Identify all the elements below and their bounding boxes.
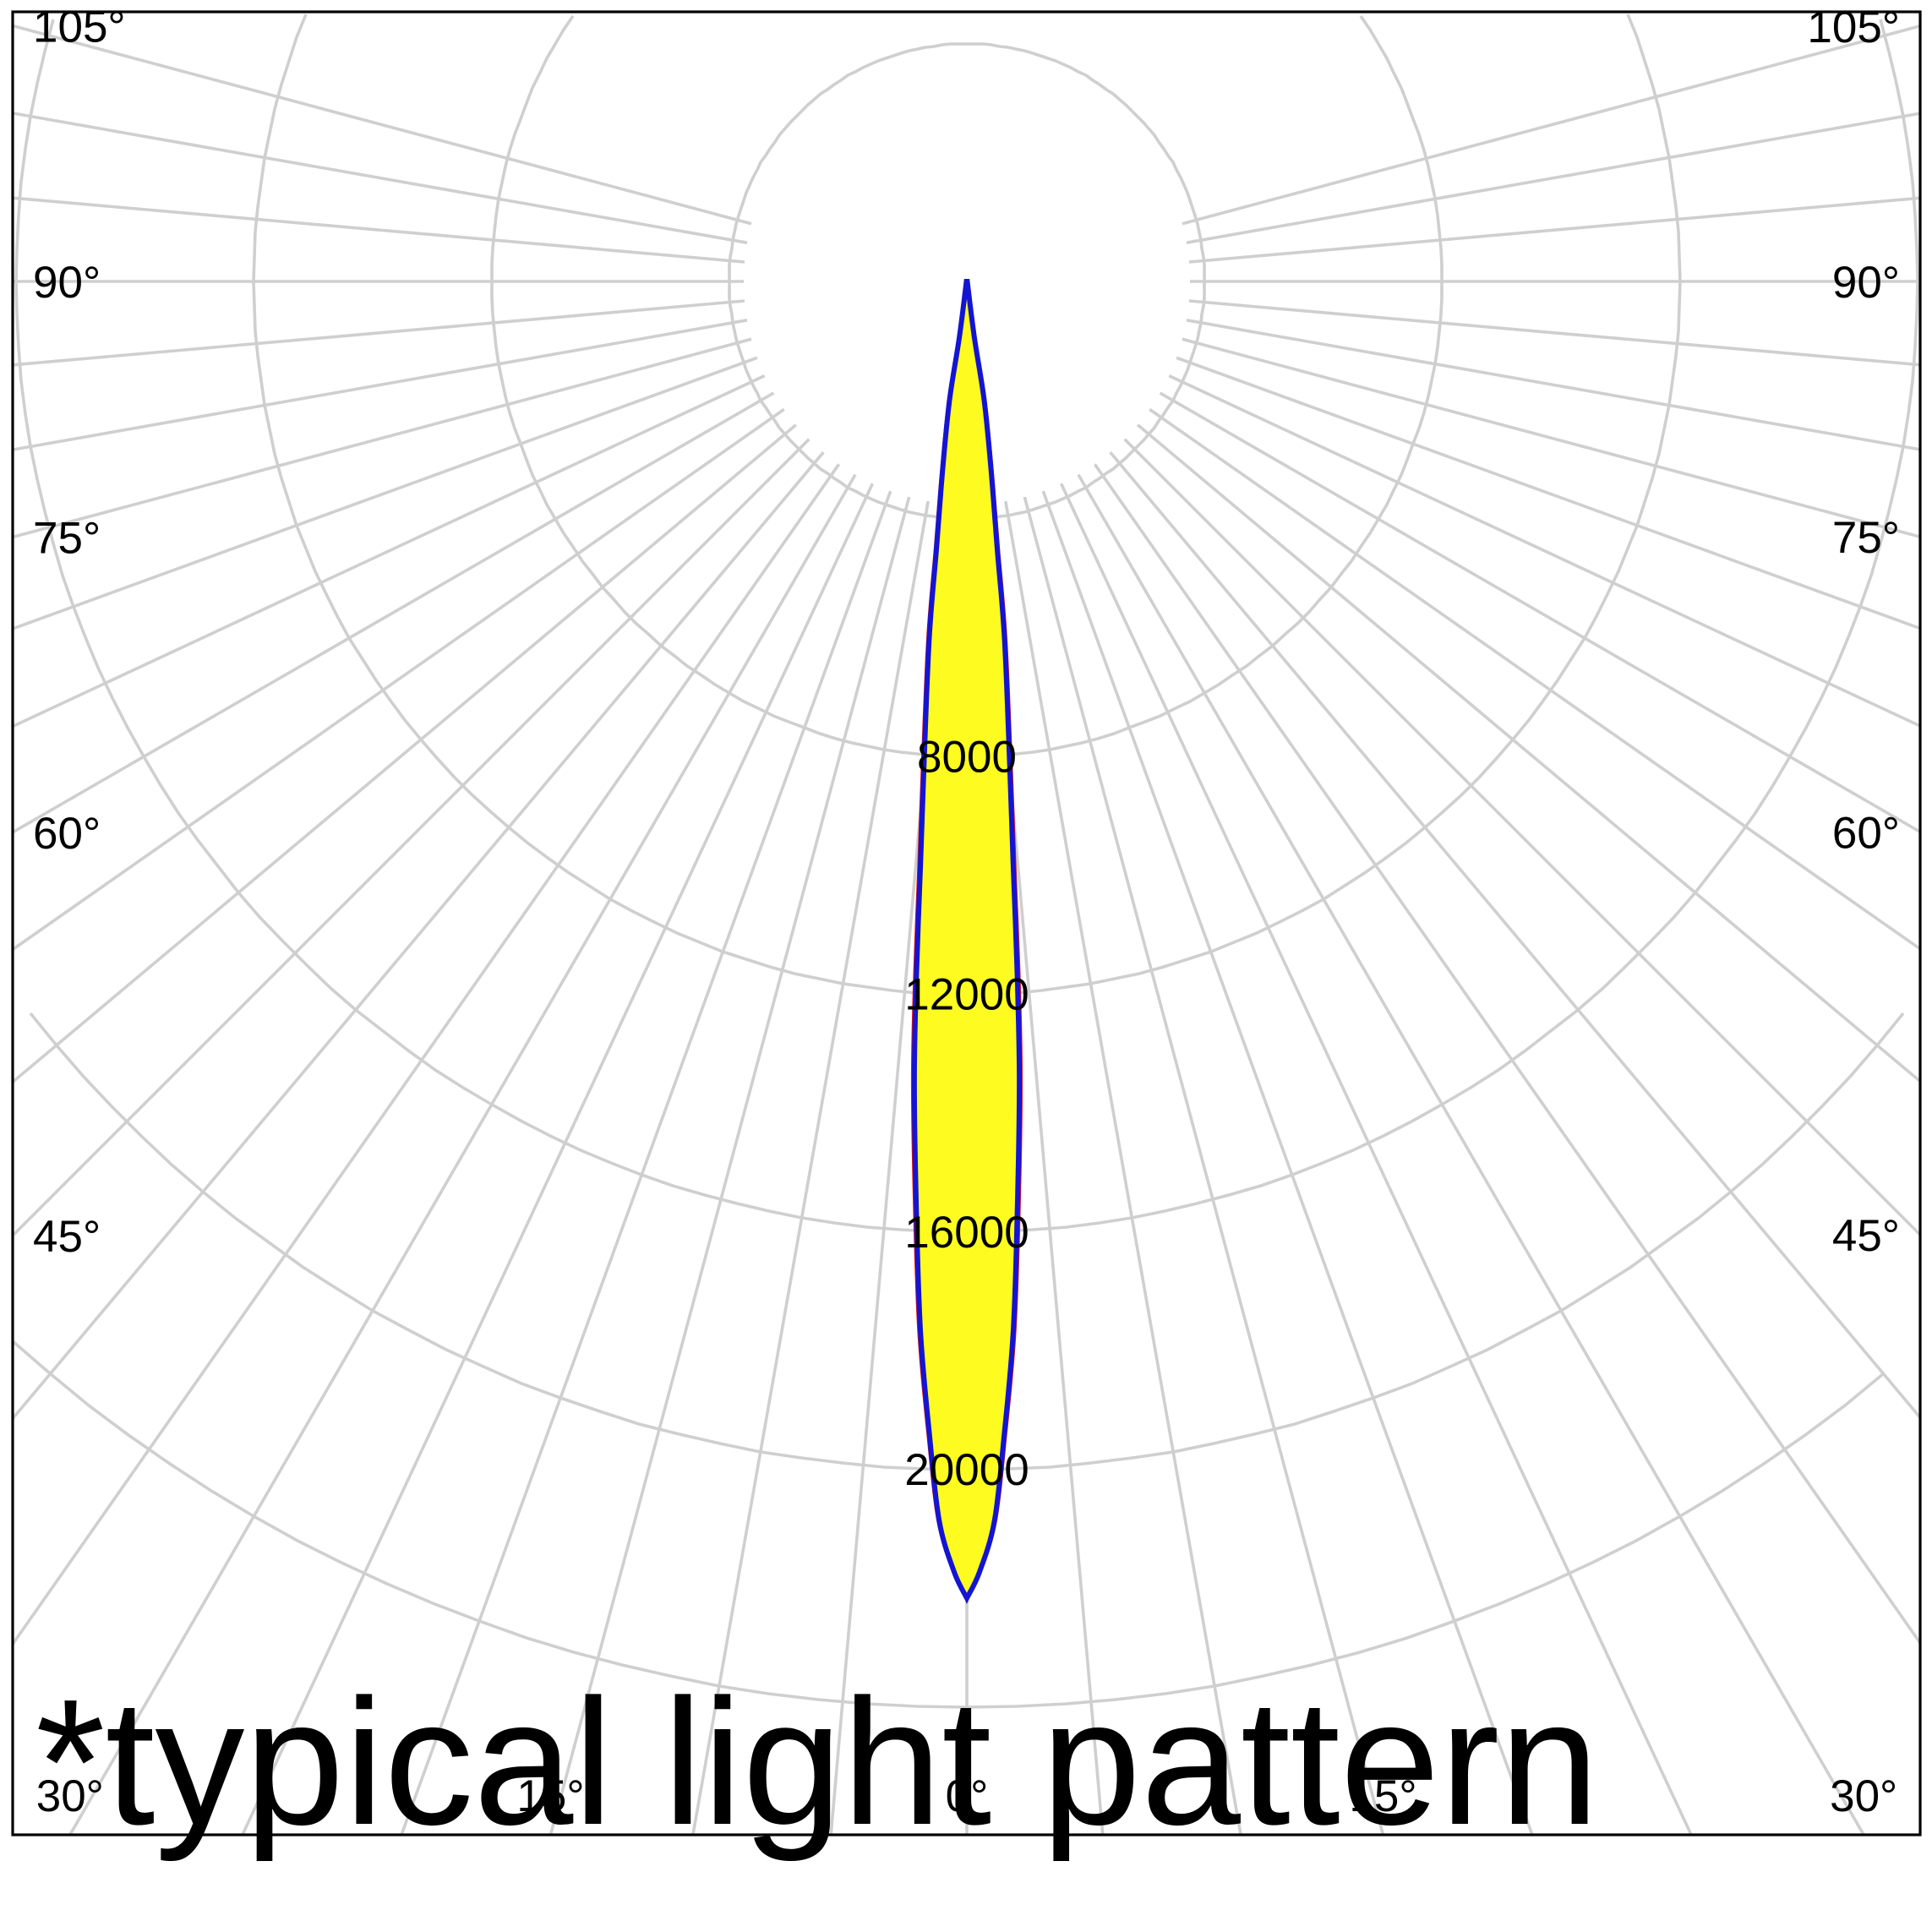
svg-text:75°: 75° bbox=[1832, 513, 1900, 563]
svg-text:60°: 60° bbox=[1832, 808, 1900, 858]
svg-text:30°: 30° bbox=[1830, 1771, 1897, 1821]
svg-text:45°: 45° bbox=[1832, 1211, 1900, 1261]
svg-text:90°: 90° bbox=[33, 258, 101, 308]
svg-text:90°: 90° bbox=[1832, 258, 1900, 308]
svg-text:16000: 16000 bbox=[904, 1208, 1029, 1258]
svg-text:20000: 20000 bbox=[904, 1445, 1029, 1495]
svg-text:75°: 75° bbox=[33, 514, 101, 564]
svg-text:*typical light pattern: *typical light pattern bbox=[35, 1662, 1599, 1862]
svg-text:45°: 45° bbox=[33, 1212, 101, 1262]
svg-text:12000: 12000 bbox=[904, 970, 1029, 1020]
svg-text:105°: 105° bbox=[33, 3, 126, 52]
svg-text:60°: 60° bbox=[33, 809, 101, 859]
svg-text:8000: 8000 bbox=[917, 732, 1017, 782]
svg-text:105°: 105° bbox=[1807, 3, 1900, 52]
